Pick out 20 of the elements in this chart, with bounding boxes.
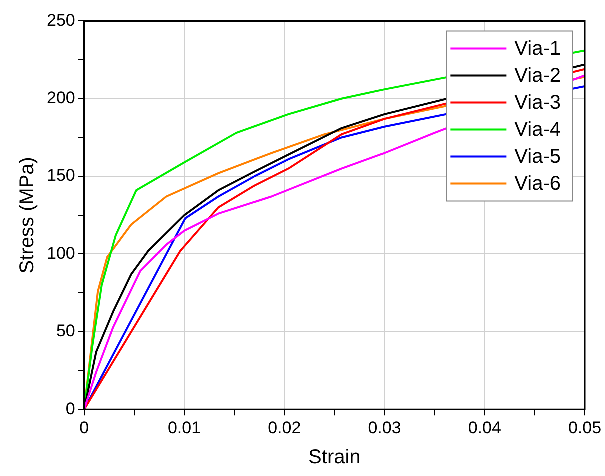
x-tick-label: 0.03 bbox=[368, 418, 402, 438]
y-tick-label: 0 bbox=[66, 399, 76, 418]
x-tick-label: 0.04 bbox=[468, 418, 502, 438]
legend-label: Via-1 bbox=[514, 38, 561, 60]
x-tick-label: 0.01 bbox=[168, 418, 202, 438]
x-tick-label: 0.05 bbox=[568, 418, 602, 438]
legend-label: Via-4 bbox=[514, 119, 561, 142]
legend-label: Via-6 bbox=[514, 173, 561, 196]
x-tick-label: 0 bbox=[80, 418, 90, 438]
y-tick-label: 200 bbox=[46, 88, 76, 108]
x-tick-label: 0.02 bbox=[268, 418, 302, 438]
x-axis-title: Strain bbox=[308, 446, 361, 469]
legend-label: Via-5 bbox=[514, 146, 561, 168]
legend-label: Via-2 bbox=[514, 65, 561, 88]
y-tick-label: 150 bbox=[46, 166, 76, 186]
y-tick-label: 250 bbox=[46, 10, 76, 30]
legend-label: Via-3 bbox=[514, 92, 561, 114]
y-tick-label: 50 bbox=[56, 322, 76, 341]
y-axis-title: Stress (MPa) bbox=[16, 157, 39, 274]
y-tick-label: 100 bbox=[46, 244, 76, 263]
